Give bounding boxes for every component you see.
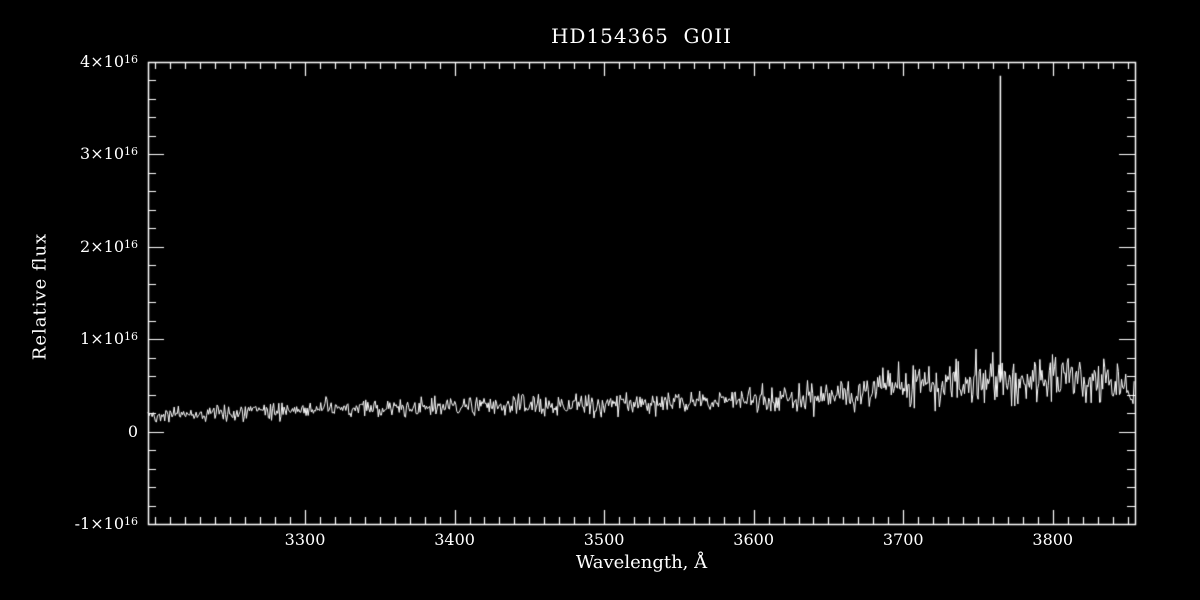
y-tick-label: 1×1016: [80, 329, 138, 349]
y-axis-label: Relative flux: [29, 232, 51, 361]
x-tick-label: 3800: [1032, 530, 1074, 549]
x-tick-label: 3300: [284, 530, 326, 549]
y-tick-label: -1×1016: [74, 514, 138, 533]
y-tick-label: 3×1016: [80, 144, 138, 164]
y-tick-label: 0: [127, 421, 138, 441]
y-tick-label: 2×1016: [80, 236, 138, 256]
chart-title: HD154365 G0II: [550, 24, 733, 48]
x-tick-label: 3700: [882, 530, 924, 549]
x-axis-label: Wavelength, Å: [575, 552, 708, 573]
x-tick-label: 3500: [583, 530, 625, 549]
y-tick-label: 4×1016: [80, 52, 138, 71]
x-tick-label: 3600: [733, 530, 775, 549]
x-tick-label: 3400: [434, 530, 475, 549]
